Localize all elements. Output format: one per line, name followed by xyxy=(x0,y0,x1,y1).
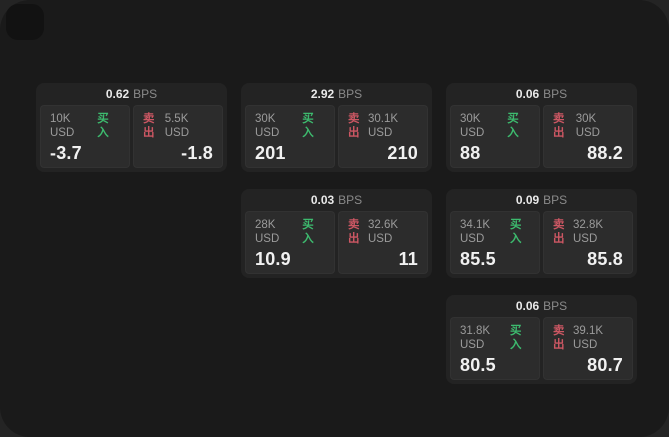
sell-side-label: 卖出 xyxy=(553,113,565,139)
sell-panel-header: 卖出 39.1K USD xyxy=(553,324,623,352)
buy-price: -3.7 xyxy=(50,143,82,163)
bps-unit-label: BPS xyxy=(338,87,363,101)
bps-unit-label: BPS xyxy=(338,193,363,207)
bps-header: 0.09 BPS xyxy=(446,189,637,211)
buy-side-label: 买入 xyxy=(97,113,109,139)
buy-quote-panel[interactable]: 28K USD 买入 10.9 1.3 xyxy=(245,211,335,274)
sell-amount: 39.1K USD xyxy=(573,325,604,351)
quote-panels: 10K USD 买入 -3.7 4.3 卖出 5.5K USD -1.8 -2.… xyxy=(40,105,223,168)
buy-quote-panel[interactable]: 10K USD 买入 -3.7 4.3 xyxy=(40,105,130,168)
sell-side-label: 卖出 xyxy=(348,113,360,139)
bps-value: 0.06 xyxy=(515,87,540,101)
sell-side-label: 卖出 xyxy=(348,219,360,245)
bps-header: 2.92 BPS xyxy=(241,83,432,105)
sell-price: 210 xyxy=(387,143,418,163)
quote-card: 0.06 BPS 30K USD 买入 88 -4.9 卖出 30K USD 8… xyxy=(446,83,637,172)
quote-panels: 30K USD 买入 201 -188.1 卖出 30.1K USD 210 1… xyxy=(245,105,428,168)
sell-price: 11 xyxy=(398,249,418,269)
bps-value: 0.06 xyxy=(515,299,540,313)
buy-amount: 30K USD xyxy=(255,113,280,139)
buy-price: 80.5 xyxy=(460,355,496,375)
buy-side-label: 买入 xyxy=(302,219,314,245)
sell-quote-panel[interactable]: 卖出 5.5K USD -1.8 -2.6 xyxy=(133,105,223,168)
buy-price: 88 xyxy=(460,143,481,163)
buy-quote-panel[interactable]: 30K USD 买入 88 -4.9 xyxy=(450,105,540,168)
bps-header: 0.06 BPS xyxy=(446,83,637,105)
quote-card: 0.06 BPS 31.8K USD 买入 80.5 -10.8 卖出 39.1… xyxy=(446,295,637,384)
bps-value: 0.03 xyxy=(310,193,335,207)
sell-side-label: 卖出 xyxy=(143,113,155,139)
quote-panels: 28K USD 买入 10.9 1.3 卖出 32.6K USD 11 -1.8 xyxy=(245,211,428,274)
buy-panel-header: 28K USD 买入 xyxy=(255,218,325,246)
buy-price: 85.5 xyxy=(460,249,496,269)
bps-value: 2.92 xyxy=(310,87,335,101)
bps-unit-label: BPS xyxy=(543,299,568,313)
sell-amount: 30.1K USD xyxy=(368,113,399,139)
sell-quote-panel[interactable]: 卖出 32.6K USD 11 -1.8 xyxy=(338,211,428,274)
sell-side-label: 卖出 xyxy=(553,219,565,245)
sell-amount: 32.8K USD xyxy=(573,219,604,245)
sell-panel-header: 卖出 30.1K USD xyxy=(348,112,418,140)
sell-price: 88.2 xyxy=(587,143,623,163)
corner-button[interactable] xyxy=(6,4,44,40)
sell-price: 85.8 xyxy=(587,249,623,269)
buy-amount: 34.1K USD xyxy=(460,219,491,245)
sell-panel-header: 卖出 5.5K USD xyxy=(143,112,213,140)
buy-price: 10.9 xyxy=(255,249,291,269)
sell-price: -1.8 xyxy=(181,143,213,163)
bps-unit-label: BPS xyxy=(133,87,158,101)
buy-panel-header: 31.8K USD 买入 xyxy=(460,324,530,352)
sell-quote-panel[interactable]: 卖出 32.8K USD 85.8 3.0 xyxy=(543,211,633,274)
buy-side-label: 买入 xyxy=(507,113,519,139)
bps-value: 0.62 xyxy=(105,87,130,101)
sell-amount: 32.6K USD xyxy=(368,219,399,245)
sell-quote-panel[interactable]: 卖出 30.1K USD 210 196.5 xyxy=(338,105,428,168)
buy-panel-header: 34.1K USD 买入 xyxy=(460,218,530,246)
buy-quote-panel[interactable]: 31.8K USD 买入 80.5 -10.8 xyxy=(450,317,540,380)
bps-unit-label: BPS xyxy=(543,87,568,101)
sell-panel-header: 卖出 32.8K USD xyxy=(553,218,623,246)
quote-card: 0.62 BPS 10K USD 买入 -3.7 4.3 卖出 5.5K USD… xyxy=(36,83,227,172)
bps-header: 0.62 BPS xyxy=(36,83,227,105)
buy-amount: 30K USD xyxy=(460,113,485,139)
bps-unit-label: BPS xyxy=(543,193,568,207)
buy-amount: 10K USD xyxy=(50,113,75,139)
sell-quote-panel[interactable]: 卖出 30K USD 88.2 4.7 xyxy=(543,105,633,168)
bps-value: 0.09 xyxy=(515,193,540,207)
sell-amount: 30K USD xyxy=(575,113,600,139)
bps-header: 0.03 BPS xyxy=(241,189,432,211)
buy-amount: 28K USD xyxy=(255,219,280,245)
sell-amount: 5.5K USD xyxy=(164,113,189,139)
quote-panels: 31.8K USD 买入 80.5 -10.8 卖出 39.1K USD 80.… xyxy=(450,317,633,380)
quote-panels: 34.1K USD 买入 85.5 -3.1 卖出 32.8K USD 85.8… xyxy=(450,211,633,274)
buy-panel-header: 30K USD 买入 xyxy=(255,112,325,140)
quote-card: 2.92 BPS 30K USD 买入 201 -188.1 卖出 30.1K … xyxy=(241,83,432,172)
buy-quote-panel[interactable]: 30K USD 买入 201 -188.1 xyxy=(245,105,335,168)
quote-panels: 30K USD 买入 88 -4.9 卖出 30K USD 88.2 4.7 xyxy=(450,105,633,168)
sell-panel-header: 卖出 32.6K USD xyxy=(348,218,418,246)
sell-panel-header: 卖出 30K USD xyxy=(553,112,623,140)
buy-side-label: 买入 xyxy=(510,219,522,245)
sell-price: 80.7 xyxy=(587,355,623,375)
quote-card: 0.09 BPS 34.1K USD 买入 85.5 -3.1 卖出 32.8K… xyxy=(446,189,637,278)
buy-quote-panel[interactable]: 34.1K USD 买入 85.5 -3.1 xyxy=(450,211,540,274)
quote-card: 0.03 BPS 28K USD 买入 10.9 1.3 卖出 32.6K US… xyxy=(241,189,432,278)
buy-amount: 31.8K USD xyxy=(460,325,491,351)
buy-panel-header: 10K USD 买入 xyxy=(50,112,120,140)
sell-side-label: 卖出 xyxy=(553,325,565,351)
buy-side-label: 买入 xyxy=(510,325,522,351)
buy-side-label: 买入 xyxy=(302,113,314,139)
sell-quote-panel[interactable]: 卖出 39.1K USD 80.7 10.2 xyxy=(543,317,633,380)
buy-panel-header: 30K USD 买入 xyxy=(460,112,530,140)
bps-header: 0.06 BPS xyxy=(446,295,637,317)
buy-price: 201 xyxy=(255,143,286,163)
